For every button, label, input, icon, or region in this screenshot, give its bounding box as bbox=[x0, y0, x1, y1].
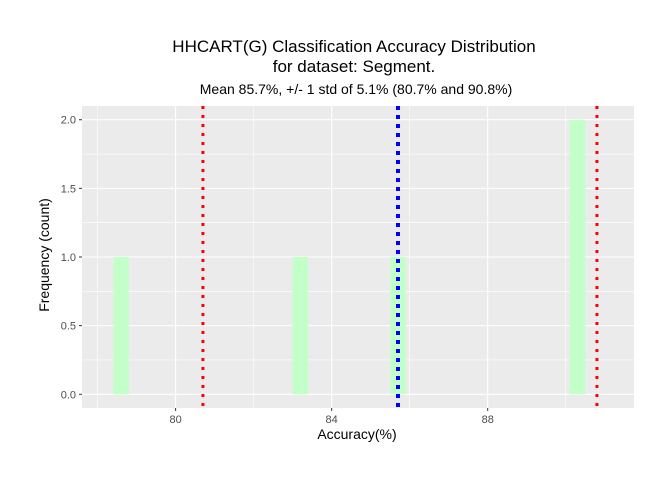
y-tick-label: 2.0 bbox=[61, 115, 76, 127]
y-axis-title: Frequency (count) bbox=[36, 198, 52, 312]
chart-title-line-2: for dataset: Segment. bbox=[273, 57, 436, 76]
histogram-bar bbox=[113, 257, 129, 395]
histogram-bar bbox=[569, 119, 586, 395]
x-tick-label: 88 bbox=[482, 414, 494, 426]
histogram-bar bbox=[292, 257, 309, 395]
chart-title-line-1: HHCART(G) Classification Accuracy Distri… bbox=[172, 37, 535, 56]
y-tick-label: 0.5 bbox=[61, 321, 76, 333]
x-tick-label: 80 bbox=[170, 414, 182, 426]
x-tick-label: 84 bbox=[326, 414, 338, 426]
y-tick-label: 1.5 bbox=[61, 183, 76, 195]
x-axis-ticks: 80 84 88 bbox=[170, 408, 494, 426]
chart-subtitle: Mean 85.7%, +/- 1 std of 5.1% (80.7% and… bbox=[200, 81, 512, 97]
y-tick-label: 1.0 bbox=[61, 252, 76, 264]
major-gridlines bbox=[82, 106, 634, 408]
y-axis-ticks: 0.0 0.5 1.0 1.5 2.0 bbox=[61, 115, 82, 401]
histogram-bars bbox=[113, 119, 586, 395]
y-tick-label: 0.0 bbox=[61, 389, 76, 401]
x-axis-title: Accuracy(%) bbox=[317, 426, 396, 442]
